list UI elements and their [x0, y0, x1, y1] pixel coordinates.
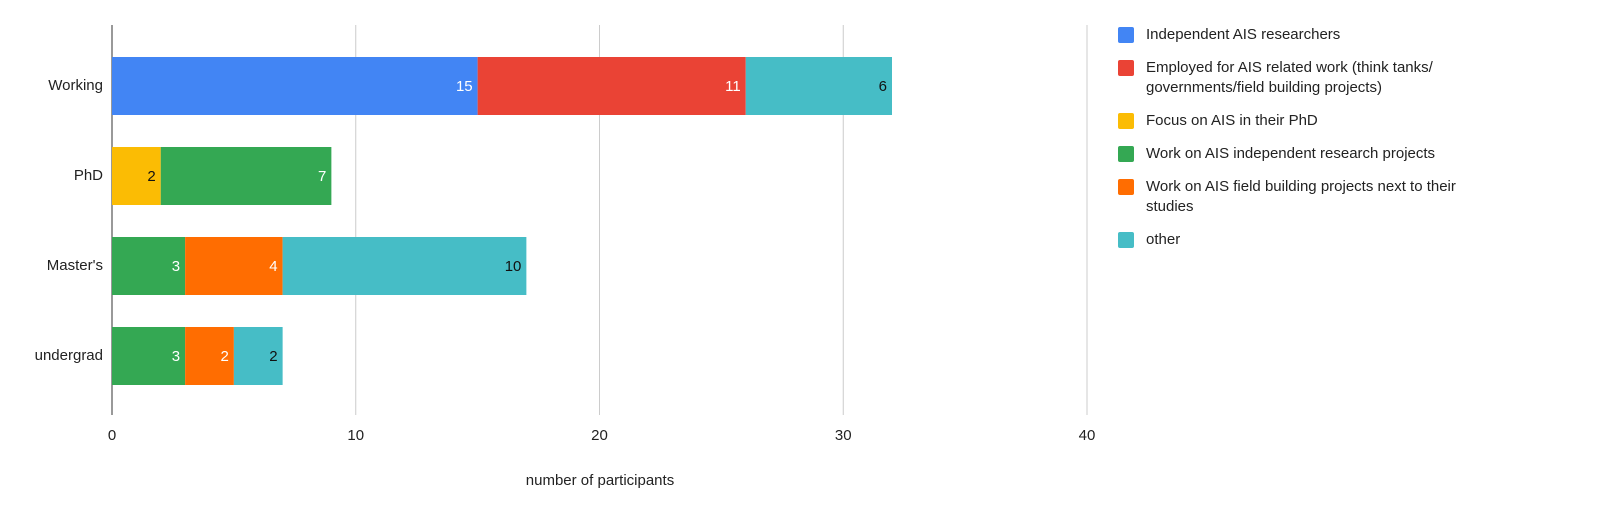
legend-item: Focus on AIS in their PhD	[1118, 111, 1498, 131]
data-label: 6	[879, 78, 887, 95]
x-tick-label: 40	[1079, 427, 1096, 444]
data-label: 11	[725, 78, 741, 95]
y-tick-label: Working	[48, 77, 103, 94]
legend-item: Independent AIS researchers	[1118, 25, 1498, 45]
bar-segment	[160, 147, 332, 205]
y-tick-label: undergrad	[35, 347, 103, 364]
bar-segment	[112, 327, 186, 385]
bar-segment	[282, 237, 527, 295]
bar-segment	[112, 147, 161, 205]
x-tick-label: 30	[835, 427, 852, 444]
legend-item: Work on AIS independent research project…	[1118, 144, 1498, 164]
x-axis-label: number of participants	[526, 472, 674, 489]
legend-item: Employed for AIS related work (think tan…	[1118, 58, 1498, 98]
data-label: 2	[221, 348, 229, 365]
data-label: 15	[456, 78, 473, 95]
data-label: 2	[269, 348, 277, 365]
data-label: 4	[269, 258, 277, 275]
data-label: 3	[172, 348, 180, 365]
legend-label: Work on AIS independent research project…	[1146, 145, 1436, 162]
legend-swatch	[1118, 113, 1134, 129]
bar-segment	[745, 57, 892, 115]
legend: Independent AIS researchers Employed for …	[1118, 25, 1498, 263]
data-label: 2	[147, 168, 155, 185]
x-tick-label: 20	[591, 427, 608, 444]
x-tick-label: 0	[108, 427, 116, 444]
bar-segment	[185, 327, 234, 385]
legend-label: Work on AIS field building projects next…	[1146, 178, 1456, 215]
legend-item: other	[1118, 230, 1498, 250]
legend-swatch	[1118, 60, 1134, 76]
legend-item: Work on AIS field building projects next…	[1118, 177, 1498, 217]
y-tick-label: PhD	[74, 167, 103, 184]
data-label: 3	[172, 258, 180, 275]
legend-swatch	[1118, 179, 1134, 195]
legend-label: Focus on AIS in their PhD	[1146, 112, 1318, 129]
bar-segment	[185, 237, 283, 295]
legend-swatch	[1118, 232, 1134, 248]
y-tick-label: Master's	[47, 257, 103, 274]
x-tick-label: 10	[347, 427, 364, 444]
data-label: 7	[318, 168, 326, 185]
legend-label: Independent AIS researchers	[1146, 26, 1341, 43]
bar-segment	[112, 237, 186, 295]
data-label: 10	[505, 258, 522, 275]
legend-swatch	[1118, 27, 1134, 43]
legend-label: Employed for AIS related work (think tan…	[1146, 59, 1433, 96]
bar-segment	[477, 57, 746, 115]
legend-swatch	[1118, 146, 1134, 162]
bar-segment	[233, 327, 283, 385]
bar-segment	[112, 57, 478, 115]
legend-label: other	[1146, 231, 1181, 248]
